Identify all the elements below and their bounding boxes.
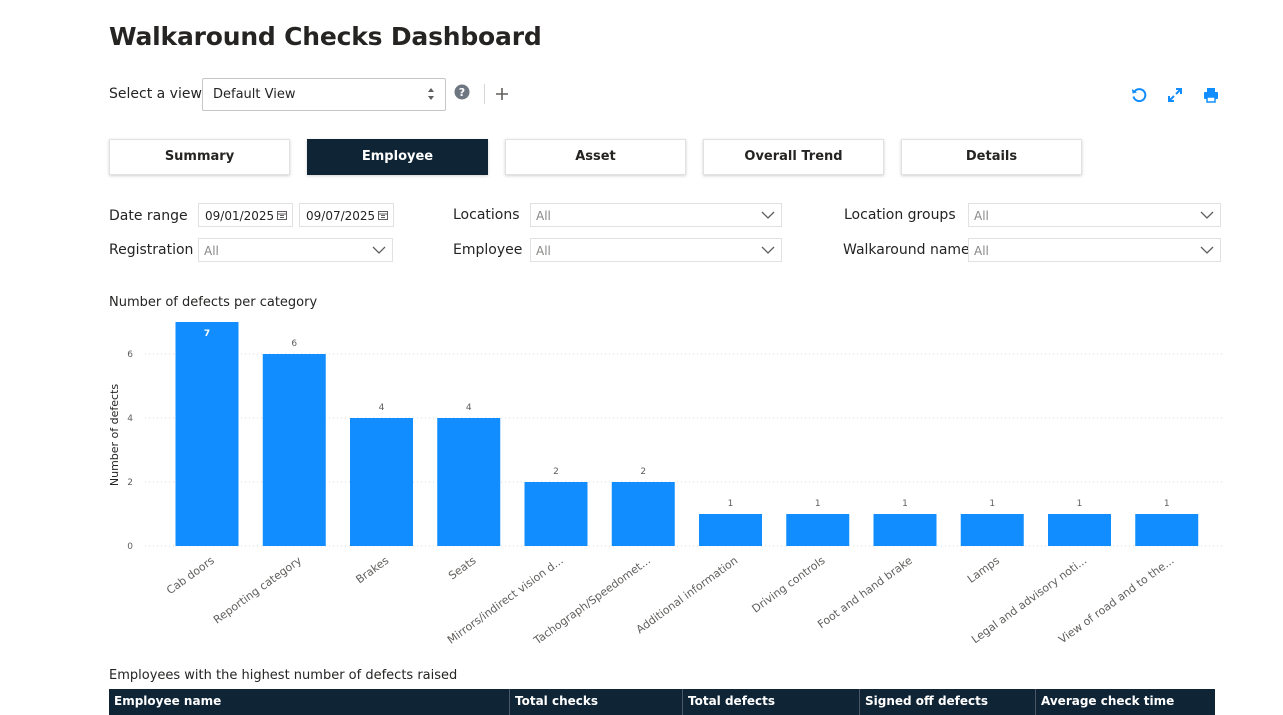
chevron-down-icon [1200,246,1214,254]
data-label: 1 [728,499,734,509]
walkaround-name-dropdown[interactable]: All [968,238,1221,262]
data-label: 1 [902,499,908,509]
date-end-value: 09/07/2025 [306,209,376,223]
toolbar-divider [484,84,485,104]
data-label: 1 [815,499,821,509]
bar[interactable] [1048,514,1111,546]
registration-label: Registration [109,242,194,258]
data-label: 1 [1077,499,1083,509]
bar[interactable] [175,322,239,546]
data-label: 7 [204,329,210,339]
tab-overall-trend[interactable]: Overall Trend [703,139,884,175]
data-label: 4 [379,403,385,413]
chevron-down-icon [761,211,775,219]
x-tick-label: Reporting category [211,554,304,627]
chevron-down-icon [761,246,775,254]
tab-summary[interactable]: Summary [109,139,290,175]
x-tick-label: Foot and hand brake [815,554,915,631]
data-label: 2 [640,467,646,477]
date-end-field[interactable]: 09/07/2025 [299,203,394,227]
data-label: 4 [466,403,472,413]
walkaround-name-label: Walkaround name [843,242,970,258]
bar[interactable] [1135,514,1199,546]
calendar-icon [378,211,388,220]
bar[interactable] [262,354,326,546]
x-tick-label: Cab doors [164,554,217,597]
walkaround-name-value: All [974,244,989,258]
column-header-average-check-time[interactable]: Average check time [1041,694,1175,708]
column-header-total-checks[interactable]: Total checks [510,689,683,715]
date-start-field[interactable]: 09/01/2025 [198,203,293,227]
registration-dropdown[interactable]: All [198,238,393,262]
bar[interactable] [611,482,675,546]
registration-value: All [204,244,219,258]
tab-asset[interactable]: Asset [505,139,686,175]
y-tick-label: 0 [127,542,133,552]
y-tick-label: 2 [127,478,133,488]
sort-arrows-icon [428,88,434,100]
employee-label: Employee [453,242,523,258]
defects-bar-chart: Number of defects 0 2 4 6 7 Cab doors 6 Reportin… [108,322,1225,645]
locations-value: All [536,209,551,223]
column-header-total-defects[interactable]: Total defects [683,689,860,715]
bar[interactable] [437,418,501,546]
tab-employee[interactable]: Employee [307,139,488,175]
date-range-label: Date range [109,208,188,224]
table-header: Employee name Total checks Total defects… [109,689,1215,715]
date-start-value: 09/01/2025 [205,209,275,223]
x-tick-label: Seats [446,554,479,583]
location-groups-dropdown[interactable]: All [968,203,1221,227]
svg-text:?: ? [459,86,465,99]
y-axis-title: Number of defects [108,384,121,487]
help-icon[interactable]: ? [454,84,470,100]
expand-icon[interactable] [1166,86,1184,104]
column-header-signed-off-defects[interactable]: Signed off defects [860,689,1036,715]
view-select-value: Default View [213,87,296,102]
chart-title: Number of defects per category [109,295,318,310]
calendar-icon [277,211,287,220]
data-label: 1 [989,499,995,509]
data-label: 6 [291,339,297,349]
location-groups-value: All [974,209,989,223]
locations-dropdown[interactable]: All [530,203,782,227]
bar[interactable] [350,418,413,546]
data-label: 2 [553,467,559,477]
view-label: Select a view [109,86,202,102]
x-tick-label: Brakes [353,554,391,587]
tab-details[interactable]: Details [901,139,1082,175]
bar[interactable] [524,482,588,546]
bar[interactable] [786,514,850,546]
table-title: Employees with the highest number of def… [109,668,458,683]
chevron-down-icon [1200,211,1214,219]
page-title: Walkaround Checks Dashboard [109,22,542,51]
location-groups-label: Location groups [844,207,956,223]
y-tick-label: 6 [127,350,133,360]
column-header-employee-name[interactable]: Employee name [109,689,510,715]
y-tick-label: 4 [127,414,133,424]
add-view-icon[interactable] [494,86,510,102]
bar[interactable] [960,514,1024,546]
x-tick-label: Driving controls [750,554,828,616]
view-select[interactable]: Default View [202,78,446,111]
employee-dropdown[interactable]: All [530,238,782,262]
chevron-down-icon [372,246,386,254]
x-tick-label: Lamps [965,554,1002,586]
employee-value: All [536,244,551,258]
locations-label: Locations [453,207,520,223]
data-label: 1 [1164,499,1170,509]
bar[interactable] [873,514,937,546]
print-icon[interactable] [1202,86,1220,104]
refresh-icon[interactable] [1130,86,1148,104]
bar[interactable] [699,514,762,546]
